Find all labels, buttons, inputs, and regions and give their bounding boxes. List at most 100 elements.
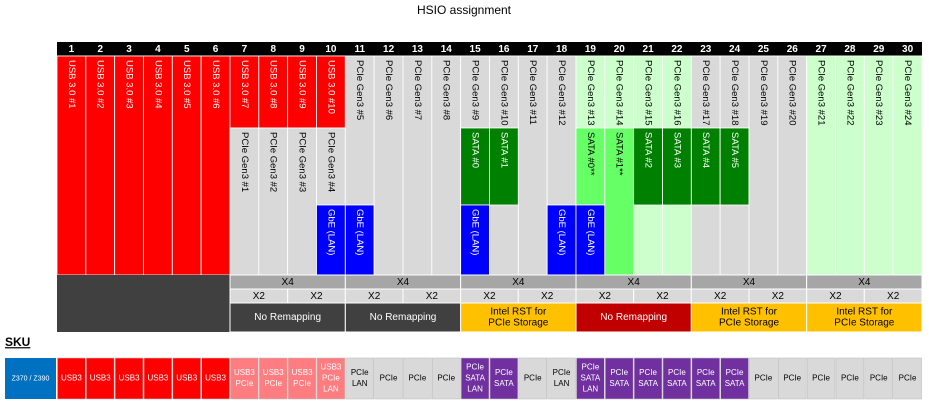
sku-cell-label: PCIe [351, 368, 369, 377]
sku-cell-label: USB3 [292, 368, 313, 377]
column-number: 4 [155, 44, 161, 55]
sku-cell [432, 357, 461, 400]
cell-label: SATA #2 [643, 132, 654, 168]
x2-label: X2 [541, 291, 554, 302]
cell-label: PCIe Gen3 #3 [297, 132, 308, 192]
cell-label: GbE (LAN) [585, 209, 596, 255]
sku-cell [374, 357, 403, 400]
sku-cell-label: PCIe [582, 363, 600, 372]
sku-cell-label: PCIe [322, 374, 340, 383]
column-number: 28 [844, 44, 856, 55]
cell-label: USB 3.0 #3 [124, 60, 135, 109]
sku-cell [114, 357, 144, 400]
mode-label: Intel RST for [836, 307, 893, 318]
sku-cell [835, 357, 865, 400]
x2-label: X2 [772, 291, 785, 302]
cell [344, 204, 375, 276]
sku-cell-label: PCIe [264, 379, 282, 388]
column-number: 30 [902, 44, 914, 55]
cell [662, 55, 692, 129]
cell-label: PCIe Gen3 #15 [643, 60, 654, 126]
sku-cell-label: USB3 [263, 368, 284, 377]
sku-cell-label: LAN [583, 385, 599, 394]
sku-cell-label: PCIe [899, 374, 917, 383]
x2-label: X2 [426, 291, 439, 302]
mode-label: PCIe Storage [834, 318, 894, 329]
cell [719, 55, 750, 129]
x2-label: X2 [253, 291, 266, 302]
mode-cell [344, 302, 462, 333]
sku-cell [778, 357, 807, 400]
cell-label: SATA #1 [498, 132, 509, 168]
cell-label: GbE (LAN) [354, 209, 365, 255]
mode-cell [460, 302, 577, 333]
cell-label: USB 3.0 #2 [95, 60, 106, 109]
sku-cell-label: PCIe [610, 368, 628, 377]
x2-label: X2 [829, 291, 842, 302]
mode-label: No Remapping [370, 312, 437, 323]
cell [229, 55, 260, 129]
cell-label: PCIe Gen3 #18 [729, 60, 740, 126]
cell-label: USB 3.0 #10 [325, 60, 336, 114]
cell-label: PCIe Gen3 #4 [325, 132, 336, 192]
cell [460, 204, 490, 276]
x4-label: X4 [743, 277, 756, 288]
sku-cell-label: LAN [323, 385, 339, 394]
cell-label: PCIe Gen3 #17 [700, 60, 711, 126]
mode-label: No Remapping [254, 312, 321, 323]
cell [777, 55, 808, 276]
x2-label: X2 [887, 291, 900, 302]
column-number: 19 [585, 44, 597, 55]
cell-label: PCIe Gen3 #20 [787, 60, 798, 126]
sku-title: SKU [5, 335, 30, 349]
cell-label: PCIe Gen3 #23 [873, 60, 884, 126]
cell [719, 127, 750, 206]
column-number: 15 [470, 44, 482, 55]
mode-label: Intel RST for [721, 307, 778, 318]
cell-label: PCIe Gen3 #11 [527, 60, 538, 125]
cell-label: PCIe Gen3 #14 [614, 60, 625, 126]
mode-label: No Remapping [600, 312, 667, 323]
cell-label: SATA #4 [700, 132, 711, 168]
cell [460, 55, 490, 129]
cell-label: USB 3.0 #6 [210, 60, 221, 109]
cell-label: PCIe Gen3 #19 [758, 60, 769, 126]
cell [892, 55, 923, 276]
column-number: 9 [299, 44, 305, 55]
sku-cell-label: PCIe [841, 374, 859, 383]
sku-cell-label: PCIe [726, 368, 744, 377]
x4-label: X4 [628, 277, 641, 288]
sku-cell-label: PCIe [553, 368, 571, 377]
sku-cell [633, 357, 663, 400]
sku-cell [806, 357, 836, 400]
sku-cell-label: USB3 [90, 374, 111, 383]
cell-label: PCIe Gen3 #22 [844, 60, 855, 126]
cell-label: SATA #5 [729, 132, 740, 168]
cell [806, 55, 836, 276]
sku-cell [662, 357, 692, 400]
sku-name-cell [5, 358, 56, 399]
x2-label: X2 [310, 291, 323, 302]
cell [229, 127, 260, 276]
sku-cell-label: LAN [467, 385, 483, 394]
cell [143, 55, 173, 276]
sku-cell-label: PCIe [639, 368, 657, 377]
sku-cell [749, 357, 778, 400]
cell-label: GbE (LAN) [470, 209, 481, 255]
cell [316, 127, 346, 206]
sku-cell-label: SATA [609, 379, 629, 388]
sku-cell-label: PCIe [783, 374, 801, 383]
x4-label: X4 [512, 277, 525, 288]
column-number: 25 [758, 44, 770, 55]
cell [575, 204, 606, 276]
cell-label: SATA #0** [585, 132, 596, 176]
cell [633, 127, 663, 206]
mode-label: Intel RST for [490, 307, 547, 318]
cell [114, 55, 144, 276]
sku-cell [172, 357, 201, 400]
x4-label: X4 [282, 277, 295, 288]
column-number: 18 [556, 44, 568, 55]
sku-cell-label: PCIe [380, 374, 398, 383]
mode-cell [806, 302, 923, 333]
cell-label: PCIe Gen3 #12 [556, 60, 567, 126]
